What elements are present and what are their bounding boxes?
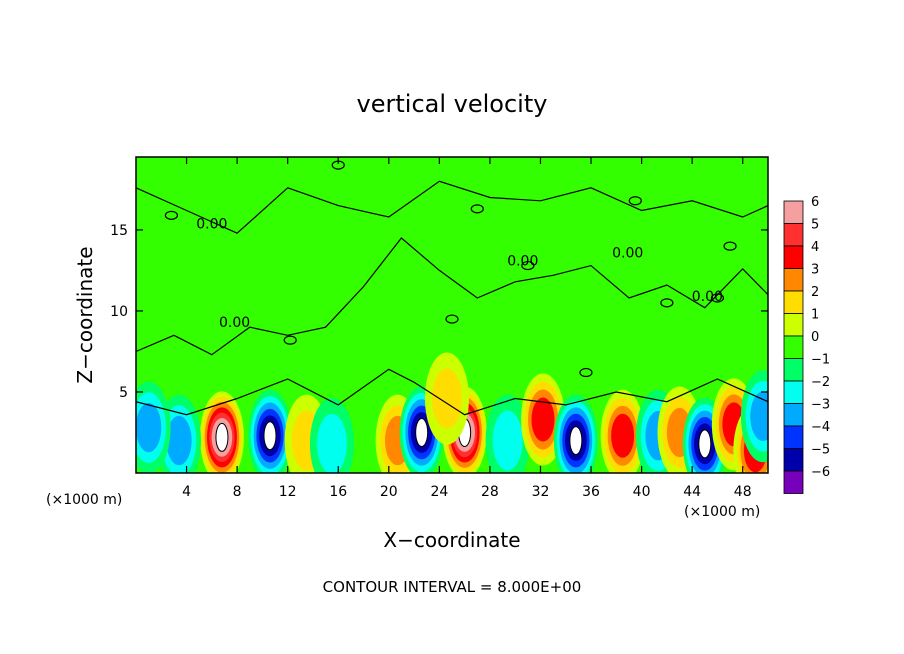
y-tick-label: 15 [110, 223, 128, 239]
colorbar-swatch [783, 425, 804, 449]
velocity-level [750, 391, 768, 441]
colorbar-label: −1 [811, 353, 830, 368]
x-tick-label: 48 [734, 484, 752, 500]
colorbar-swatch [783, 290, 804, 314]
velocity-cell [740, 370, 768, 463]
x-tick-label: 12 [279, 484, 297, 500]
contour-label: 0.00 [507, 254, 538, 270]
chart-title: vertical velocity [357, 90, 548, 118]
contour-label: 0.00 [692, 289, 723, 305]
zero-contour-loop [628, 196, 642, 206]
colorbar: 6 5 4 3 2 1 0 −1 −2 −3 −4 −5 −6 [783, 195, 830, 494]
x-tick-label: 16 [329, 484, 347, 500]
x-tick-label: 4 [182, 484, 191, 500]
colorbar-swatch [783, 358, 804, 382]
velocity-level [611, 413, 635, 458]
velocity-level [136, 402, 162, 453]
colorbar-label: −4 [811, 420, 830, 435]
colorbar-swatch [783, 200, 804, 224]
colorbar-label: 5 [811, 218, 819, 233]
velocity-core [415, 417, 429, 447]
colorbar-swatch [783, 335, 804, 359]
colorbar-label: −6 [811, 465, 830, 480]
x-tick-label: 32 [532, 484, 550, 500]
colorbar-swatch [783, 268, 804, 292]
velocity-cell [309, 397, 354, 473]
zero-contour [136, 368, 768, 416]
y-tick-label: 5 [119, 385, 128, 401]
velocity-core [698, 429, 712, 459]
colorbar-label: 4 [811, 240, 819, 255]
velocity-cell [485, 394, 530, 473]
zero-contour-loop [710, 293, 725, 303]
colorbar-swatch [783, 223, 804, 247]
colorbar-swatch [783, 403, 804, 427]
y-axis-label: Z−coordinate [73, 246, 97, 383]
velocity-cell [136, 381, 171, 473]
contour-label: 0.00 [219, 315, 250, 331]
zero-contour-loop [164, 210, 178, 220]
zero-contour-loop [579, 367, 593, 378]
velocity-cell [553, 394, 598, 473]
x-axis-label: X−coordinate [383, 528, 520, 552]
x-tick-label: 28 [481, 484, 499, 500]
colorbar-swatch [783, 380, 804, 404]
y-tick-label: 10 [110, 304, 128, 320]
colorbar-label: 3 [811, 263, 819, 278]
velocity-core [569, 426, 583, 456]
zero-contour [136, 180, 768, 234]
velocity-level [166, 415, 192, 466]
colorbar-swatch [783, 313, 804, 337]
x-tick-label: 44 [683, 484, 701, 500]
contour-label: 0.00 [196, 216, 227, 232]
zero-contour-loop [470, 204, 484, 214]
x-unit-right: (×1000 m) [684, 504, 760, 520]
colorbar-swatch [783, 245, 804, 269]
x-tick-label: 8 [233, 484, 242, 500]
zero-contour-loop [660, 298, 674, 308]
contour-label: 0.00 [612, 245, 643, 261]
colorbar-label: 6 [811, 195, 819, 210]
velocity-level [492, 410, 523, 471]
colorbar-swatch [783, 470, 804, 494]
velocity-cell [199, 391, 244, 473]
velocity-core [263, 421, 277, 451]
velocity-level [316, 413, 347, 473]
zero-contour-loop [283, 335, 297, 345]
x-tick-label: 40 [633, 484, 651, 500]
colorbar-label: 0 [811, 330, 819, 345]
zero-contour-loop [521, 260, 535, 271]
velocity-cell [424, 352, 469, 445]
zero-contour [136, 237, 768, 356]
velocity-cell [600, 389, 645, 473]
x-tick-label: 36 [582, 484, 600, 500]
colorbar-swatch [783, 448, 804, 472]
x-tick-label: 24 [430, 484, 448, 500]
colorbar-label: 2 [811, 285, 819, 300]
x-tick-label: 20 [380, 484, 398, 500]
plot-frame [135, 156, 769, 474]
velocity-level [531, 397, 555, 442]
colorbar-label: −3 [811, 398, 830, 413]
velocity-core [215, 422, 229, 452]
velocity-cell [247, 389, 292, 473]
x-unit-left: (×1000 m) [46, 492, 122, 508]
colorbar-label: −5 [811, 443, 830, 458]
zero-contour-loop [445, 314, 459, 324]
contour-interval-note: CONTOUR INTERVAL = 8.000E+00 [323, 578, 582, 596]
colorbar-label: 1 [811, 308, 819, 323]
plot-area: 0.000.000.000.000.00 4 8 12 16 20 24 28 32 36 40 4… [110, 156, 769, 500]
zero-contour-loop [723, 241, 737, 251]
velocity-level [431, 368, 462, 429]
colorbar-label: −2 [811, 375, 830, 390]
